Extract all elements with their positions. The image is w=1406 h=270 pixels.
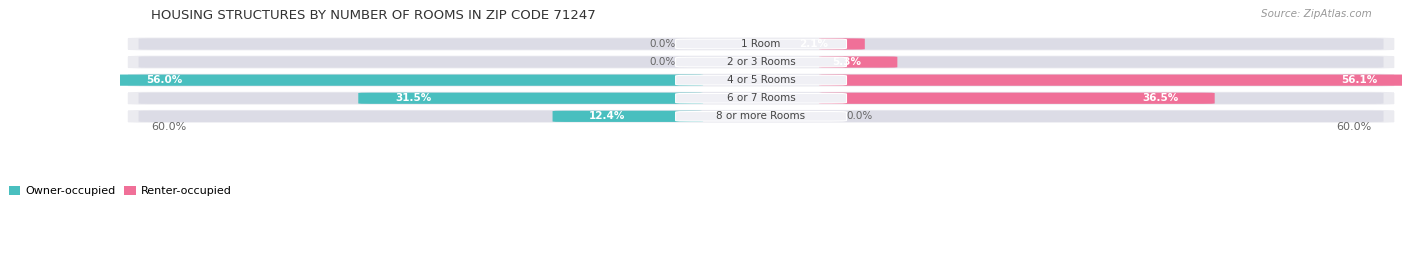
Text: HOUSING STRUCTURES BY NUMBER OF ROOMS IN ZIP CODE 71247: HOUSING STRUCTURES BY NUMBER OF ROOMS IN… — [150, 9, 596, 22]
FancyBboxPatch shape — [553, 111, 703, 122]
FancyBboxPatch shape — [820, 56, 897, 68]
Text: 8 or more Rooms: 8 or more Rooms — [717, 111, 806, 121]
Text: 1 Room: 1 Room — [741, 39, 780, 49]
FancyBboxPatch shape — [139, 56, 1384, 68]
FancyBboxPatch shape — [676, 75, 846, 85]
Text: 60.0%: 60.0% — [1336, 122, 1371, 132]
FancyBboxPatch shape — [127, 54, 1396, 70]
Text: 5.3%: 5.3% — [832, 57, 860, 67]
FancyBboxPatch shape — [676, 112, 846, 121]
Text: 2 or 3 Rooms: 2 or 3 Rooms — [727, 57, 796, 67]
Text: 31.5%: 31.5% — [395, 93, 432, 103]
Text: 0.0%: 0.0% — [650, 57, 676, 67]
FancyBboxPatch shape — [676, 39, 846, 49]
FancyBboxPatch shape — [139, 111, 1384, 122]
Text: 56.0%: 56.0% — [146, 75, 181, 85]
FancyBboxPatch shape — [676, 57, 846, 67]
FancyBboxPatch shape — [127, 90, 1396, 106]
FancyBboxPatch shape — [139, 38, 1384, 50]
FancyBboxPatch shape — [820, 93, 1215, 104]
Text: 36.5%: 36.5% — [1142, 93, 1178, 103]
Text: 4 or 5 Rooms: 4 or 5 Rooms — [727, 75, 796, 85]
Text: 12.4%: 12.4% — [589, 111, 626, 121]
Text: 2.1%: 2.1% — [799, 39, 828, 49]
FancyBboxPatch shape — [110, 75, 703, 86]
FancyBboxPatch shape — [820, 38, 865, 50]
FancyBboxPatch shape — [820, 75, 1406, 86]
Text: 0.0%: 0.0% — [650, 39, 676, 49]
FancyBboxPatch shape — [127, 109, 1396, 124]
Text: 0.0%: 0.0% — [846, 111, 873, 121]
FancyBboxPatch shape — [127, 72, 1396, 88]
FancyBboxPatch shape — [139, 93, 1384, 104]
Text: 6 or 7 Rooms: 6 or 7 Rooms — [727, 93, 796, 103]
Text: 60.0%: 60.0% — [150, 122, 186, 132]
FancyBboxPatch shape — [359, 93, 703, 104]
FancyBboxPatch shape — [127, 36, 1396, 52]
Text: Source: ZipAtlas.com: Source: ZipAtlas.com — [1261, 9, 1371, 19]
Legend: Owner-occupied, Renter-occupied: Owner-occupied, Renter-occupied — [4, 181, 236, 201]
FancyBboxPatch shape — [676, 93, 846, 103]
Text: 56.1%: 56.1% — [1341, 75, 1378, 85]
FancyBboxPatch shape — [139, 75, 1384, 86]
